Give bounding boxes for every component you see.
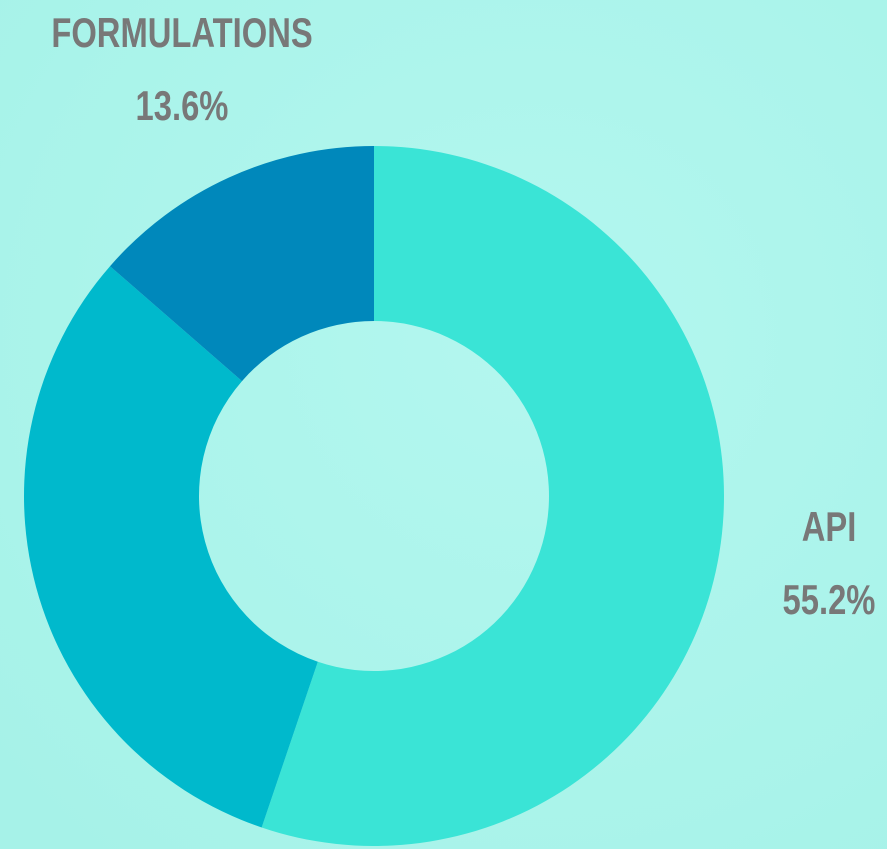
- slice-label: API: [802, 503, 857, 550]
- category-label: API: [802, 503, 857, 550]
- value-label-group: 13.6%: [136, 82, 229, 129]
- category-label: FORMULATIONS: [51, 9, 312, 56]
- slice-label: FORMULATIONS: [51, 9, 312, 56]
- value-label: 55.2%: [783, 576, 876, 623]
- value-label: 13.6%: [136, 82, 229, 129]
- slice: [261, 146, 724, 847]
- value-label-group: 55.2%: [783, 576, 876, 623]
- slice: [110, 146, 374, 382]
- plot-area: API 55.2% FORMULATIONS 13.6%: [23, 9, 876, 847]
- slice: [23, 266, 318, 828]
